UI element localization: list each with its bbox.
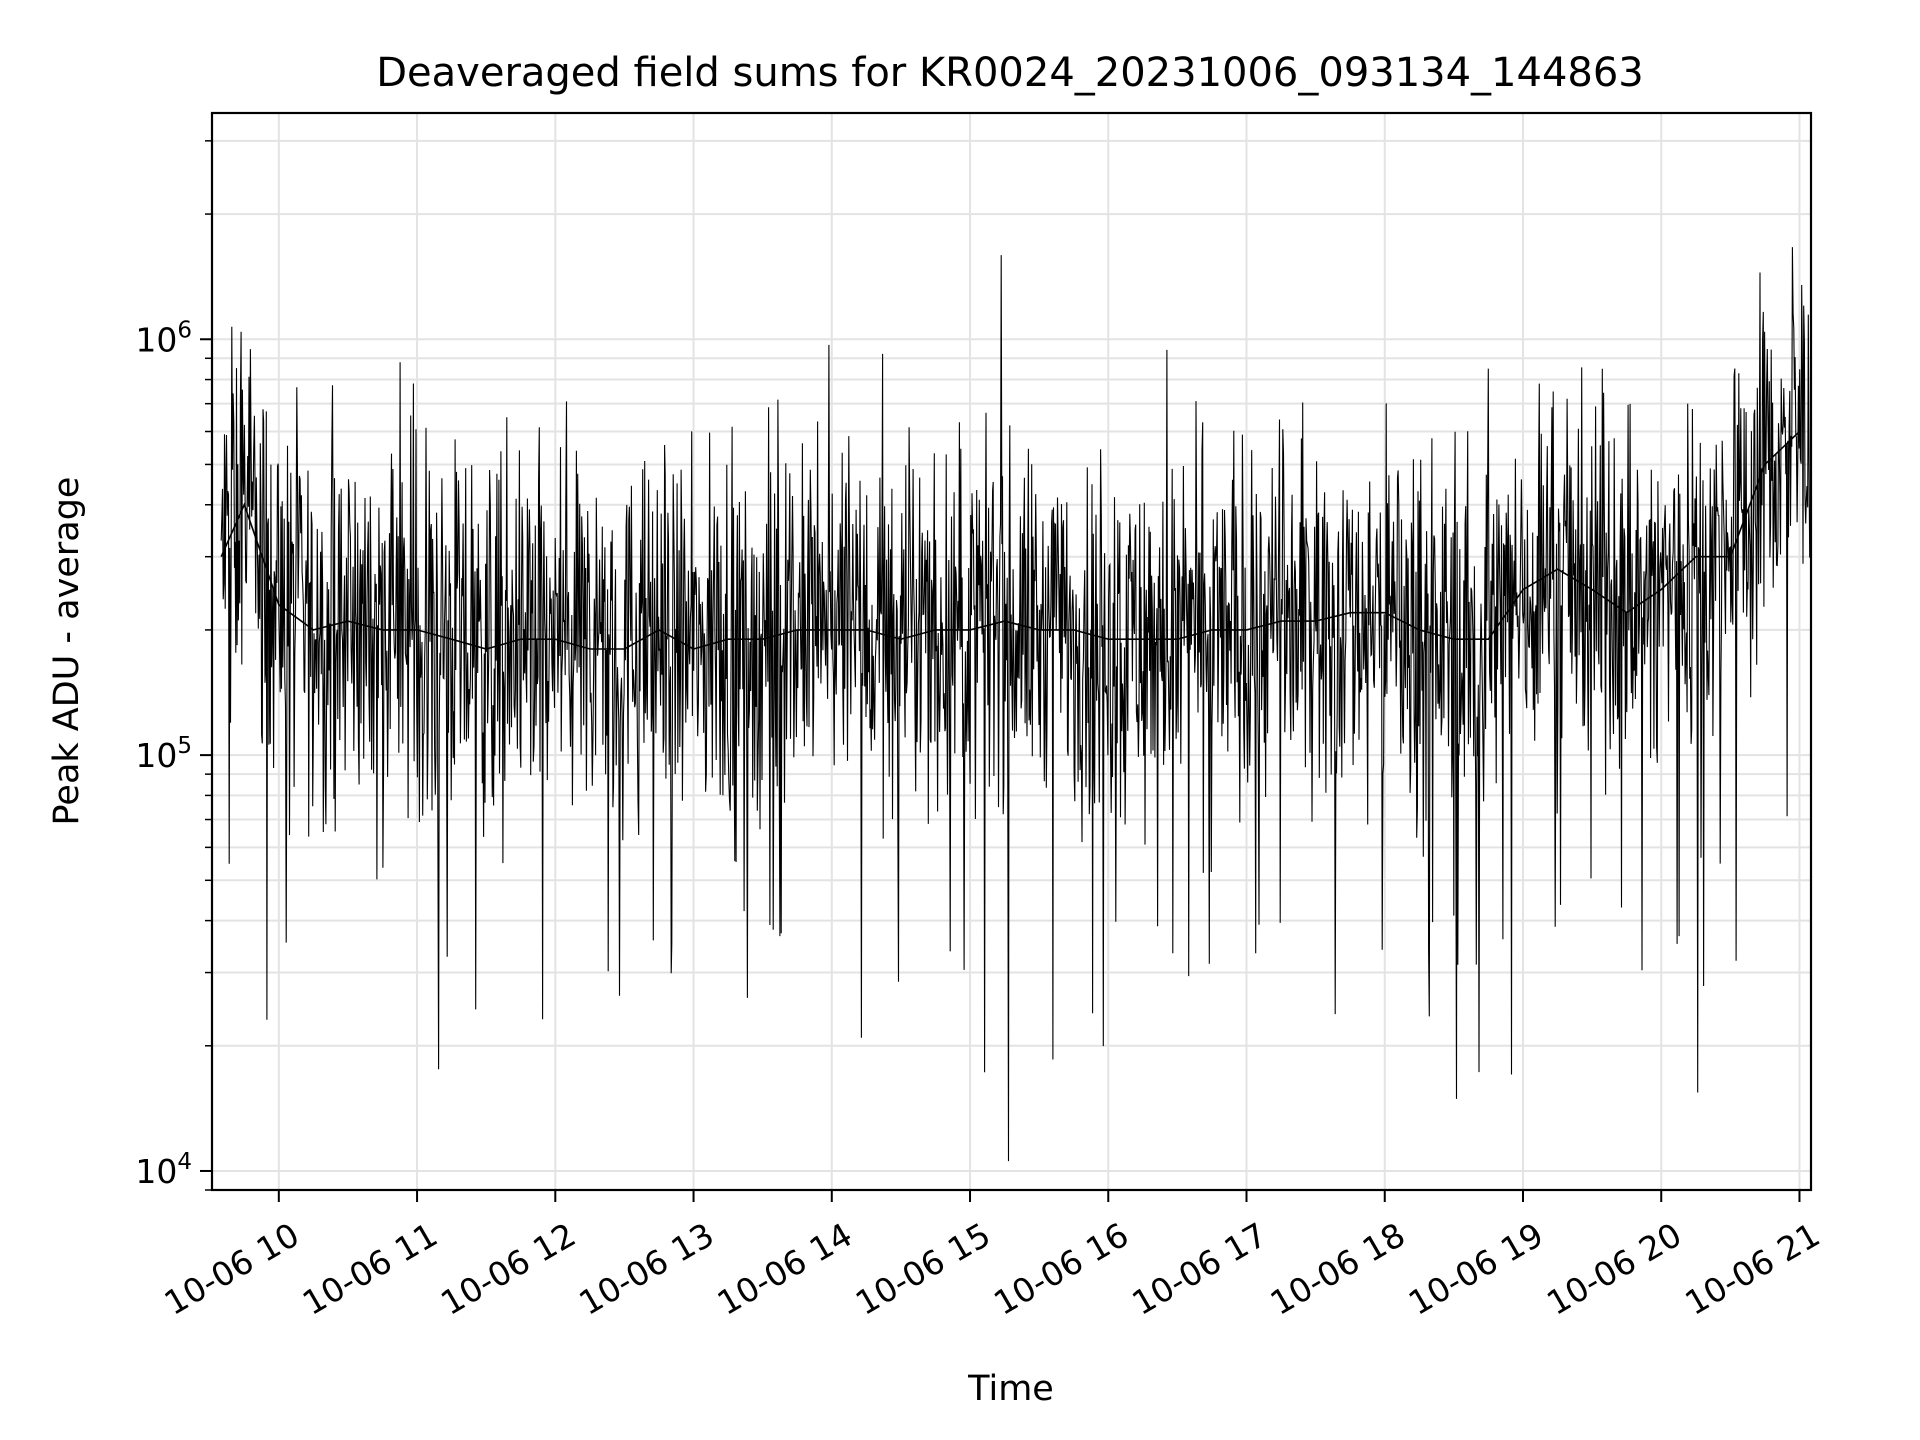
x-tick-label: 10-06 13 [572, 1215, 720, 1323]
x-tick-label: 10-06 14 [711, 1215, 859, 1323]
x-tick-label: 10-06 15 [849, 1215, 997, 1323]
x-axis-title: Time [967, 1369, 1054, 1409]
x-tick-label: 10-06 16 [987, 1215, 1135, 1323]
plot-frame [210, 111, 1813, 1192]
x-tick-label: 10-06 18 [1264, 1215, 1412, 1323]
x-tick-label: 10-06 10 [158, 1215, 306, 1323]
x-tick-label: 10-06 17 [1125, 1215, 1273, 1323]
x-tick-label: 10-06 12 [434, 1215, 582, 1323]
y-tick-label: 104 [135, 1149, 192, 1191]
x-tick-label: 10-06 11 [296, 1215, 444, 1323]
y-axis: 104 105 106 [135, 140, 212, 1191]
y-tick-label: 105 [135, 733, 192, 775]
x-tick-label: 10-06 20 [1540, 1215, 1688, 1323]
x-tick-label: 10-06 19 [1402, 1215, 1550, 1323]
series-layer [220, 247, 1812, 1162]
x-tick-label: 10-06 21 [1678, 1215, 1826, 1323]
y-tick-label: 106 [135, 317, 192, 359]
y-axis-title: Peak ADU - average [47, 477, 87, 826]
series-trace [220, 247, 1812, 1162]
chart-title: Deaveraged field sums for KR0024_2023100… [376, 50, 1644, 96]
